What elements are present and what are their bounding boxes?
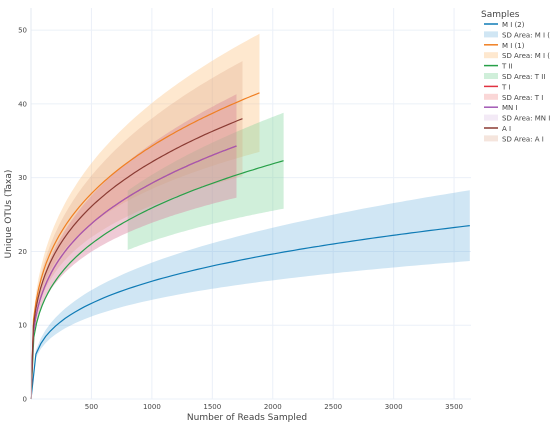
legend-label: M I (2) bbox=[502, 21, 525, 29]
legend-label: MN I bbox=[502, 104, 518, 112]
legend-label: SD Area: M I (1) bbox=[502, 52, 550, 60]
legend-band-swatch bbox=[484, 31, 498, 38]
legend-band-swatch bbox=[484, 52, 498, 59]
series-line bbox=[30, 118, 243, 400]
y-tick-label: 10 bbox=[18, 322, 27, 330]
x-tick-label: 2500 bbox=[324, 403, 342, 411]
legend-label: SD Area: T II bbox=[502, 73, 545, 81]
legend-label: A I bbox=[502, 125, 511, 133]
legend-band-swatch bbox=[484, 114, 498, 121]
grid bbox=[31, 8, 471, 400]
series-line bbox=[30, 145, 237, 400]
y-tick-label: 40 bbox=[18, 100, 27, 108]
legend-label: SD Area: MN I bbox=[502, 115, 550, 123]
series-line bbox=[30, 225, 470, 400]
legend: Samples M I (2) SD Area: M I (2) M I (1) SD… bbox=[481, 10, 550, 143]
y-tick-label: 0 bbox=[23, 396, 27, 404]
x-tick-label: 1000 bbox=[143, 403, 161, 411]
legend-label: SD Area: M I (2) bbox=[502, 31, 550, 39]
y-tick-label: 50 bbox=[18, 27, 27, 35]
x-tick-label: 1500 bbox=[203, 403, 221, 411]
x-tick-label: 2000 bbox=[264, 403, 282, 411]
legend-label: SD Area: A I bbox=[502, 135, 544, 143]
series-line bbox=[30, 92, 260, 400]
legend-label: M I (1) bbox=[502, 42, 525, 50]
x-tick-label: 500 bbox=[85, 403, 98, 411]
sd-area-band bbox=[127, 112, 284, 250]
sd-area-band bbox=[31, 190, 470, 399]
y-axis-label: Unique OTUs (Taxa) bbox=[4, 170, 14, 259]
legend-title: Samples bbox=[481, 10, 520, 20]
x-axis-label: Number of Reads Sampled bbox=[187, 413, 307, 423]
sd-bands bbox=[31, 33, 470, 400]
legend-label: SD Area: T I bbox=[502, 94, 543, 102]
y-tick-label: 30 bbox=[18, 174, 27, 182]
y-tick-label: 20 bbox=[18, 248, 27, 256]
x-tick-label: 3500 bbox=[445, 403, 463, 411]
x-tick-label: 3000 bbox=[385, 403, 403, 411]
mean-lines bbox=[30, 92, 470, 400]
series-line bbox=[30, 160, 284, 400]
legend-label: T I bbox=[501, 83, 511, 91]
legend-band-swatch bbox=[484, 73, 498, 79]
sd-area-band bbox=[31, 94, 237, 400]
sd-area-band bbox=[31, 61, 243, 399]
legend-label: T II bbox=[501, 63, 513, 71]
sd-area-band bbox=[31, 33, 260, 400]
legend-band-swatch bbox=[484, 135, 498, 142]
legend-band-swatch bbox=[484, 93, 498, 100]
axes: 500 1000 1500 2000 2500 3000 3500 0 10 20 30 40 50 bbox=[18, 8, 463, 411]
sd-area-band bbox=[31, 94, 237, 400]
